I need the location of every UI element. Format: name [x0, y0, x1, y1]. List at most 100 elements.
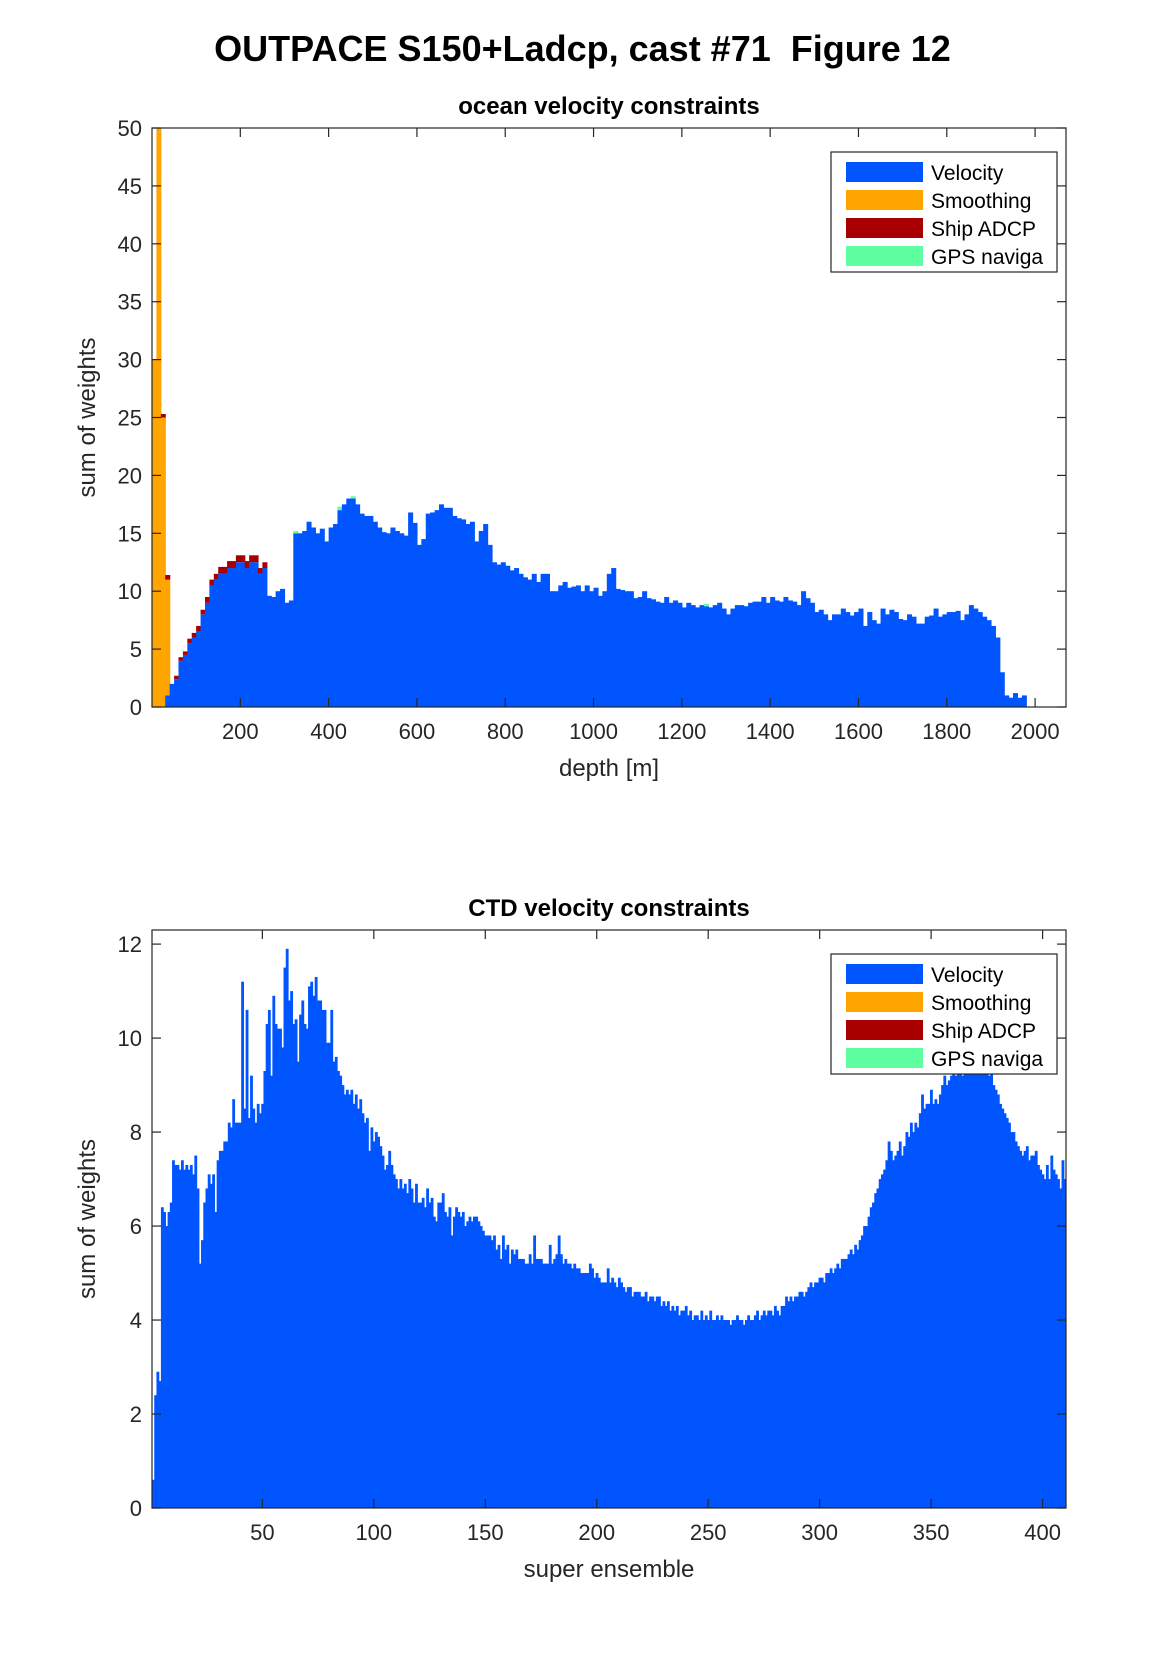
bar-velocity — [1054, 1174, 1058, 1508]
bar-velocity — [355, 504, 361, 707]
bar-velocity — [1008, 1122, 1011, 1508]
y-tick-label: 4 — [130, 1308, 142, 1333]
bar-velocity — [415, 1183, 418, 1508]
bar-velocity — [187, 643, 193, 707]
bar-velocity — [198, 1263, 202, 1508]
legend-swatch-smoothing — [846, 992, 923, 1012]
y-axis-label: sum of weights — [74, 337, 101, 497]
bar-ship-adcp — [213, 573, 219, 580]
bar-velocity — [680, 1310, 684, 1508]
bar-velocity — [1093, 1423, 1096, 1508]
bar-velocity — [275, 591, 281, 707]
bar-velocity — [235, 562, 241, 707]
bar-velocity — [158, 1381, 162, 1508]
bar-velocity — [611, 1277, 615, 1508]
bar-velocity — [787, 600, 793, 707]
bar-ship-adcp — [253, 555, 259, 563]
bar-velocity — [974, 1056, 978, 1508]
bar-velocity — [889, 1150, 893, 1508]
bar-velocity — [178, 660, 184, 707]
y-axis-label: sum of weights — [74, 1139, 101, 1299]
bar-velocity — [266, 595, 272, 707]
bar-velocity — [345, 1089, 349, 1508]
bar-velocity — [343, 1094, 347, 1508]
figure-title: OUTPACE S150+Ladcp, cast #71 Figure 12 — [214, 28, 951, 69]
bar-velocity — [930, 1089, 933, 1508]
bar-velocity — [461, 1211, 465, 1508]
bar-velocity — [762, 1310, 766, 1508]
bar-velocity — [506, 1244, 510, 1508]
bar-velocity — [979, 1070, 982, 1508]
legend-label-ship-adcp: Ship ADCP — [931, 218, 1036, 241]
x-tick-label: 200 — [578, 1520, 615, 1545]
bar-velocity — [626, 1287, 630, 1508]
x-tick-label: 600 — [399, 719, 436, 744]
bar-velocity — [247, 1117, 251, 1508]
y-tick-label: 12 — [118, 932, 142, 957]
y-tick-label: 6 — [130, 1214, 142, 1239]
bar-velocity — [664, 1305, 668, 1508]
bar-velocity — [640, 1296, 644, 1508]
bar-velocity — [709, 1310, 713, 1508]
bar-velocity — [961, 1075, 965, 1508]
bar-velocity — [779, 601, 785, 707]
bar-velocity — [637, 596, 643, 707]
bar-velocity — [624, 591, 630, 707]
bar-velocity — [284, 602, 290, 707]
bar-velocity — [517, 1258, 521, 1508]
bar-velocity — [896, 1150, 900, 1508]
bar-velocity — [519, 1258, 523, 1508]
bar-gps-naviga — [703, 603, 709, 607]
x-tick-label: 800 — [487, 719, 524, 744]
bar-velocity — [312, 995, 316, 1508]
bar-velocity — [209, 1183, 213, 1508]
bar-velocity — [776, 1310, 780, 1508]
bar-velocity — [443, 507, 449, 707]
bar-velocity — [419, 1202, 423, 1508]
bar-velocity — [731, 1320, 735, 1508]
bar-velocity — [955, 610, 961, 707]
bar-velocity — [328, 1042, 331, 1508]
bar-velocity — [544, 573, 550, 707]
bar-velocity — [244, 568, 250, 707]
bar-ship-adcp — [240, 555, 246, 563]
bar-velocity — [867, 612, 873, 707]
bar-velocity — [606, 573, 612, 707]
bar-velocity — [341, 504, 347, 707]
bar-velocity — [947, 1080, 951, 1508]
bar-velocity — [996, 1094, 1000, 1508]
bar-velocity — [250, 1075, 253, 1508]
bar-velocity — [774, 600, 780, 707]
bar-velocity — [730, 608, 736, 707]
bar-velocity — [207, 1174, 211, 1508]
bar-velocity — [609, 1282, 612, 1508]
bar-velocity — [807, 1287, 811, 1508]
bar-velocity — [432, 1216, 436, 1508]
bar-velocity — [165, 695, 171, 707]
bar-velocity — [535, 1258, 539, 1508]
bar-velocity — [293, 533, 299, 707]
bar-velocity — [820, 1277, 824, 1508]
bar-velocity — [183, 1169, 187, 1508]
legend: Velocity Smoothing Ship ADCP GPS naviga — [830, 151, 1058, 273]
bar-velocity — [1001, 1108, 1005, 1508]
bar-velocity — [591, 1268, 594, 1508]
bar-velocity — [222, 573, 228, 707]
bar-velocity — [377, 527, 383, 707]
bar-velocity — [1073, 1174, 1076, 1508]
bar-ship-adcp — [187, 638, 193, 644]
bar-velocity — [167, 1211, 171, 1508]
bar-velocity — [456, 518, 462, 707]
bar-velocity — [838, 1268, 842, 1508]
bar-velocity — [943, 1075, 947, 1508]
bar-ship-adcp — [160, 414, 166, 418]
bar-velocity — [1012, 1132, 1016, 1508]
y-tick-label: 2 — [130, 1402, 142, 1427]
bar-velocity — [204, 602, 211, 707]
bar-velocity — [1091, 1273, 1094, 1508]
bar-velocity — [901, 1155, 904, 1508]
bar-velocity — [876, 1188, 880, 1508]
bar-velocity — [651, 1296, 655, 1508]
bar-velocity — [874, 1193, 878, 1508]
bar-velocity — [410, 1188, 414, 1508]
